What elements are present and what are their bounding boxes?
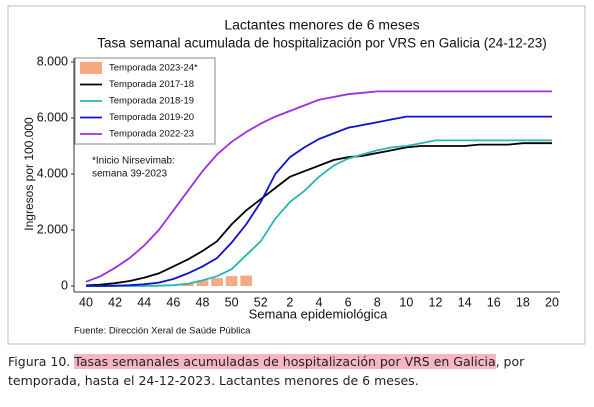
- x-tick-label: 42: [108, 295, 122, 309]
- caption: Figura 10. Tasas semanales acumuladas de…: [8, 352, 586, 390]
- y-tick-label: 0: [61, 278, 68, 292]
- x-tick-label: 52: [254, 295, 268, 309]
- legend-label: Temporada 2023-24*: [109, 63, 198, 74]
- x-tick-label: 2: [286, 295, 293, 309]
- line: [85, 90, 552, 283]
- legend-label: Temporada 2022-23: [109, 129, 194, 140]
- y-tick-label: 6.000: [37, 110, 68, 124]
- caption-text: , por temporada, hasta el 24-12-2023. La…: [8, 354, 525, 388]
- x-tick-label: 44: [137, 295, 151, 309]
- x-tick-label: 16: [487, 295, 501, 309]
- chart-title: Lactantes menores de 6 meses: [224, 17, 419, 33]
- x-tick-label: 18: [516, 295, 530, 309]
- bar: [211, 278, 223, 286]
- x-axis-title: Semana epidemiológica: [249, 306, 389, 321]
- x-tick-label: 50: [225, 295, 239, 309]
- x-tick-label: 6: [345, 295, 352, 309]
- caption-label: Figura 10.: [8, 354, 71, 369]
- source: Fuente: Dirección Xeral de Saúde Pública: [74, 326, 251, 337]
- y-axis-title: Ingresos por 100.000: [22, 117, 36, 231]
- y-tick-label: 8.000: [37, 54, 68, 68]
- legend-swatch: [80, 62, 102, 74]
- x-tick-label: 4: [316, 295, 323, 309]
- x-tick-label: 14: [458, 295, 472, 309]
- x-tick-label: 8: [374, 295, 381, 309]
- caption-highlight: Tasas semanales acumuladas de hospitaliz…: [74, 354, 496, 369]
- chart-subtitle: Tasa semanal acumulada de hospitalizació…: [97, 36, 547, 51]
- x-tick-label: 46: [166, 295, 180, 309]
- line: [86, 115, 552, 287]
- annotation: *Inicio Nirsevimab:: [92, 156, 175, 167]
- annotation: semana 39-2023: [92, 169, 167, 180]
- bar: [225, 276, 238, 286]
- x-tick-label: 40: [79, 295, 93, 309]
- x-tick-label: 20: [545, 295, 559, 309]
- y-tick-label: 2.000: [37, 222, 68, 236]
- bar: [196, 280, 209, 286]
- x-tick-label: 10: [399, 295, 413, 309]
- x-tick-label: 48: [196, 295, 210, 309]
- chart: Lactantes menores de 6 meses Tasa semana…: [7, 5, 586, 345]
- x-tick-label: 12: [429, 295, 443, 309]
- legend-label: Temporada 2019-20: [109, 112, 194, 123]
- bar: [240, 275, 253, 286]
- line: [85, 142, 552, 287]
- legend-label: Temporada 2018-19: [109, 96, 194, 107]
- y-tick-label: 4.000: [37, 166, 68, 180]
- line: [86, 139, 552, 287]
- legend-label: Temporada 2017-18: [109, 79, 194, 90]
